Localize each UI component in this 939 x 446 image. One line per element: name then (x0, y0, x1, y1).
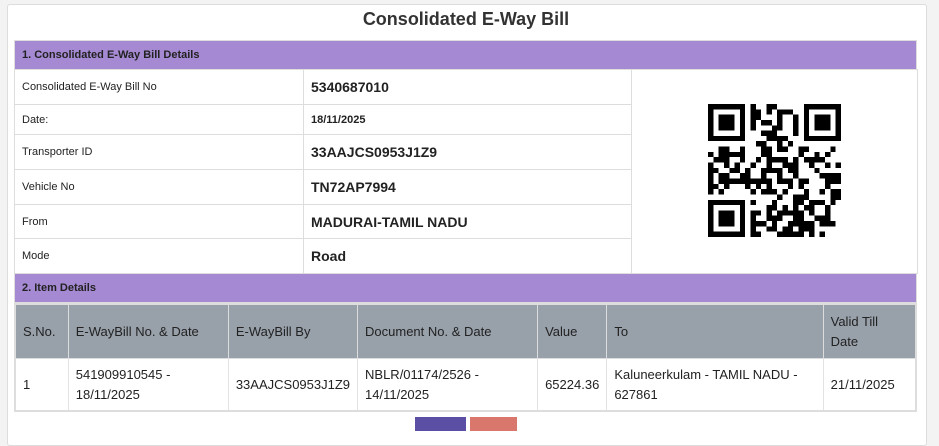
page-title: Consolidated E-Way Bill (362, 9, 570, 29)
detail-row: Mode Road (14, 238, 918, 274)
cell-ewaybill: 541909910545 - 18/11/2025 (67, 358, 229, 412)
cell-value: 65224.36 (537, 358, 608, 412)
qr-cell (631, 69, 918, 274)
cell-sno: 1 (14, 358, 69, 412)
details-table: Consolidated E-Way Bill No 5340687010 Da… (14, 69, 918, 274)
close-button[interactable] (470, 417, 517, 431)
cell-to: Kaluneerkulam - TAMIL NADU - 627861 (606, 358, 824, 412)
detail-value: 33AAJCS0953J1Z9 (303, 134, 632, 170)
cell-document: NBLR/01174/2526 - 14/11/2025 (357, 358, 539, 412)
qr-code-icon (708, 103, 841, 237)
detail-row: From MADURAI-TAMIL NADU (14, 204, 918, 239)
detail-label: From (14, 204, 304, 239)
items-table: S.No. E-WayBill No. & Date E-WayBill By … (14, 303, 917, 412)
section-header-items: 2. Item Details (14, 273, 917, 303)
col-header: Document No. & Date (357, 303, 539, 359)
col-header: Value (537, 303, 608, 359)
print-button[interactable] (415, 417, 466, 431)
cell-ewaybill-by: 33AAJCS0953J1Z9 (227, 358, 359, 412)
detail-label: Mode (14, 238, 304, 274)
detail-label: Vehicle No (14, 169, 304, 205)
detail-label: Consolidated E-Way Bill No (14, 69, 304, 105)
detail-value: MADURAI-TAMIL NADU (303, 204, 632, 239)
col-header: E-WayBill No. & Date (67, 303, 229, 359)
cell-valid-till: 21/11/2025 (822, 358, 917, 412)
detail-value: Road (303, 238, 632, 274)
col-header: To (606, 303, 824, 359)
detail-row: Date: 18/11/2025 (14, 104, 918, 135)
detail-value: 5340687010 (303, 69, 632, 105)
detail-label: Date: (14, 104, 304, 135)
detail-row: Vehicle No TN72AP7994 (14, 169, 918, 205)
table-header-row: S.No. E-WayBill No. & Date E-WayBill By … (14, 303, 917, 359)
section-header-details: 1. Consolidated E-Way Bill Details (14, 40, 917, 70)
detail-value: TN72AP7994 (303, 169, 632, 205)
detail-row: Consolidated E-Way Bill No 5340687010 (14, 69, 918, 274)
col-header: Valid Till Date (822, 303, 917, 359)
col-header: S.No. (14, 303, 69, 359)
col-header: E-WayBill By (227, 303, 359, 359)
detail-label: Transporter ID (14, 134, 304, 170)
table-row: 1 541909910545 - 18/11/2025 33AAJCS0953J… (14, 358, 917, 412)
detail-row: Transporter ID 33AAJCS0953J1Z9 (14, 134, 918, 170)
detail-value: 18/11/2025 (303, 104, 632, 135)
